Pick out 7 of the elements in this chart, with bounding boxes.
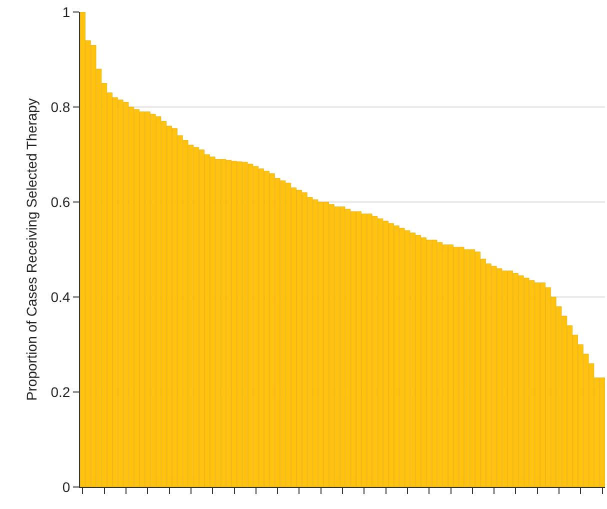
y-tick-label: 0.8 bbox=[50, 98, 70, 115]
y-tick-label: 0.6 bbox=[50, 194, 70, 210]
y-tick-label: 0.4 bbox=[50, 288, 70, 305]
y-axis-title: Proportion of Cases Receiving Selected Therapy bbox=[23, 98, 40, 401]
y-tick-label: 0.2 bbox=[50, 384, 70, 400]
y-tick-label: 0 bbox=[62, 478, 70, 495]
y-tick-label: 1 bbox=[62, 4, 70, 20]
